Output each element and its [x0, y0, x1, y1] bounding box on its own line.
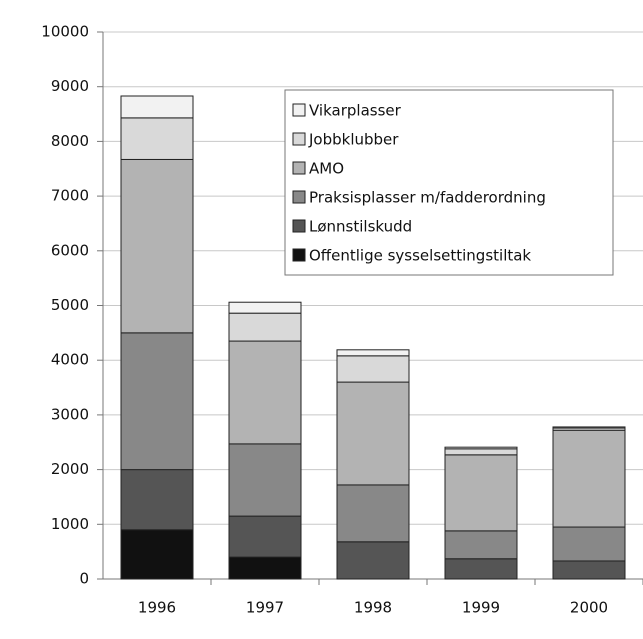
y-tick-label: 2000: [51, 460, 89, 478]
bar-segment: [444, 530, 518, 560]
y-tick-label: 7000: [51, 187, 89, 205]
y-tick-label: 8000: [51, 132, 89, 150]
y-tick-label: 4000: [51, 351, 89, 369]
legend-label: Offentlige sysselsettingstiltak: [309, 247, 531, 265]
bar-segment: [228, 312, 302, 342]
x-tick-label: 1996: [138, 599, 176, 617]
x-tick-label: 1999: [462, 599, 500, 617]
y-tick-label: 1000: [51, 515, 89, 533]
legend-label: Jobbklubber: [308, 131, 399, 149]
bar-segment: [336, 541, 410, 580]
bar-segment: [228, 556, 302, 580]
x-tick-label: 1998: [354, 599, 392, 617]
y-tick-label: 10000: [41, 23, 89, 41]
bar-segment: [228, 340, 302, 445]
y-tick-label: 6000: [51, 241, 89, 259]
bar-segment: [552, 526, 626, 562]
bar-segment: [120, 158, 194, 334]
legend-swatch: [292, 219, 306, 233]
bar-segment: [336, 355, 410, 383]
legend-label: AMO: [309, 160, 344, 178]
bar-segment: [228, 515, 302, 558]
bar-segment: [444, 448, 518, 456]
legend-swatch: [292, 161, 306, 175]
bar-segment: [336, 484, 410, 543]
y-tick-label: 9000: [51, 77, 89, 95]
legend-label: Lønnstilskudd: [309, 218, 412, 236]
legend-swatch: [292, 103, 306, 117]
x-tick-label: 1997: [246, 599, 284, 617]
bar-segment: [444, 454, 518, 532]
legend-box: [284, 89, 614, 276]
legend-swatch: [292, 248, 306, 262]
y-tick-label: 3000: [51, 405, 89, 423]
y-tick-label: 0: [79, 570, 89, 588]
legend-swatch: [292, 132, 306, 146]
bar-segment: [120, 95, 194, 119]
bar-segment: [228, 443, 302, 517]
x-tick-label: 2000: [570, 599, 608, 617]
y-tick-label: 5000: [51, 296, 89, 314]
legend-swatch: [292, 190, 306, 204]
bar-segment: [444, 446, 518, 450]
bar-segment: [444, 558, 518, 580]
bar-segment: [120, 469, 194, 531]
bar-segment: [120, 117, 194, 160]
legend-label: Vikarplasser: [309, 102, 402, 120]
bar-segment: [552, 429, 626, 528]
bar-segment: [120, 332, 194, 471]
bar-segment: [336, 381, 410, 486]
bar-segment: [336, 349, 410, 357]
bar-segment: [120, 529, 194, 580]
bar-segment: [552, 426, 626, 429]
bar-segment: [552, 560, 626, 580]
bar-segment: [228, 301, 302, 314]
legend-label: Praksisplasser m/fadderordning: [309, 189, 546, 207]
